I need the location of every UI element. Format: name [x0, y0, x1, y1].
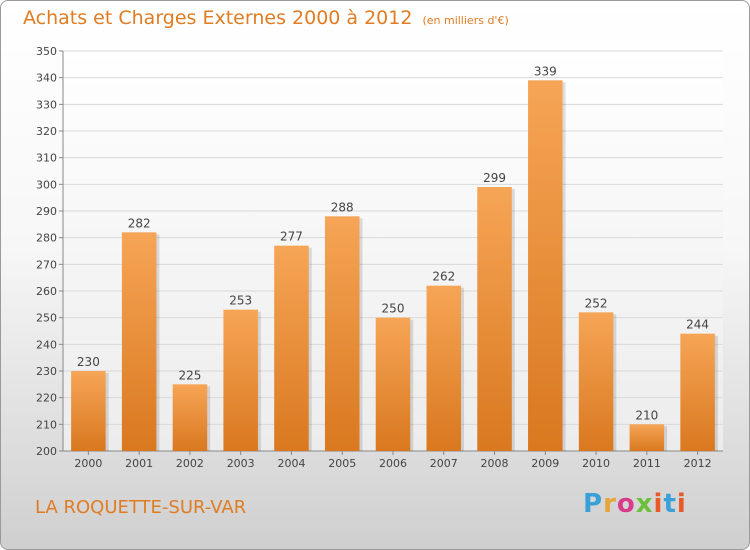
bar — [172, 384, 208, 451]
logo-letter: r — [603, 489, 617, 519]
logo-letter: i — [676, 489, 687, 519]
bar-value-label: 230 — [77, 355, 100, 369]
bar-value-label: 299 — [483, 171, 506, 185]
bar — [426, 285, 462, 451]
y-tick-label: 240 — [36, 338, 57, 351]
bar — [578, 312, 614, 451]
bar-value-label: 252 — [585, 296, 608, 310]
bar — [274, 245, 309, 451]
y-tick-label: 250 — [36, 312, 57, 325]
y-tick-label: 290 — [36, 205, 57, 218]
y-tick-label: 220 — [36, 392, 57, 405]
bar-value-label: 253 — [229, 294, 252, 308]
y-tick-label: 260 — [36, 285, 57, 298]
bar-value-label: 288 — [331, 200, 354, 214]
x-tick-label: 2005 — [328, 457, 356, 470]
bar-value-label: 262 — [432, 270, 455, 284]
y-tick-label: 270 — [36, 258, 57, 271]
y-tick-label: 350 — [36, 45, 57, 58]
x-tick-label: 2003 — [227, 457, 255, 470]
y-tick-label: 280 — [36, 232, 57, 245]
bar-value-label: 282 — [128, 216, 151, 230]
bar — [223, 309, 258, 451]
unit-label: (en milliers d'€) — [422, 14, 509, 27]
bar — [680, 333, 715, 451]
proxiti-logo: Proxiti — [583, 489, 687, 519]
x-tick-label: 2008 — [481, 457, 509, 470]
y-tick-label: 300 — [36, 178, 57, 191]
bar-value-label: 210 — [635, 408, 658, 422]
bar-value-label: 277 — [280, 230, 303, 244]
y-tick-label: 340 — [36, 72, 57, 85]
y-tick-label: 310 — [36, 152, 57, 165]
bar — [375, 317, 411, 451]
bar-value-label: 225 — [178, 368, 201, 382]
x-tick-label: 2011 — [633, 457, 661, 470]
y-tick-label: 330 — [36, 98, 57, 111]
bar — [477, 187, 512, 451]
logo-letter: P — [583, 489, 604, 519]
bar-value-label: 250 — [382, 302, 405, 316]
bar — [528, 80, 563, 451]
bar-value-label: 339 — [534, 64, 557, 78]
chart-title: Achats et Charges Externes 2000 à 2012 (e… — [23, 7, 509, 29]
bar — [121, 232, 157, 451]
y-tick-label: 230 — [36, 365, 57, 378]
y-tick-label: 210 — [36, 418, 57, 431]
x-tick-label: 2000 — [74, 457, 102, 470]
bar — [324, 216, 360, 451]
x-tick-label: 2012 — [684, 457, 712, 470]
x-tick-label: 2009 — [531, 457, 559, 470]
place-name: LA ROQUETTE-SUR-VAR — [35, 497, 247, 518]
logo-letter: x — [635, 489, 654, 519]
y-tick-label: 200 — [36, 445, 57, 458]
x-tick-label: 2007 — [430, 457, 458, 470]
x-tick-label: 2002 — [176, 457, 204, 470]
x-tick-label: 2006 — [379, 457, 407, 470]
bar-value-label: 244 — [686, 318, 709, 332]
y-tick-label: 320 — [36, 125, 57, 138]
x-tick-label: 2001 — [125, 457, 153, 470]
x-tick-label: 2010 — [582, 457, 610, 470]
title-text: Achats et Charges Externes 2000 à 2012 — [23, 7, 413, 29]
logo-letter: i — [653, 489, 664, 519]
logo-letter: o — [616, 489, 636, 519]
bar — [71, 371, 106, 451]
logo-letter: t — [663, 489, 677, 519]
x-tick-label: 2004 — [277, 457, 305, 470]
bar — [629, 424, 665, 451]
